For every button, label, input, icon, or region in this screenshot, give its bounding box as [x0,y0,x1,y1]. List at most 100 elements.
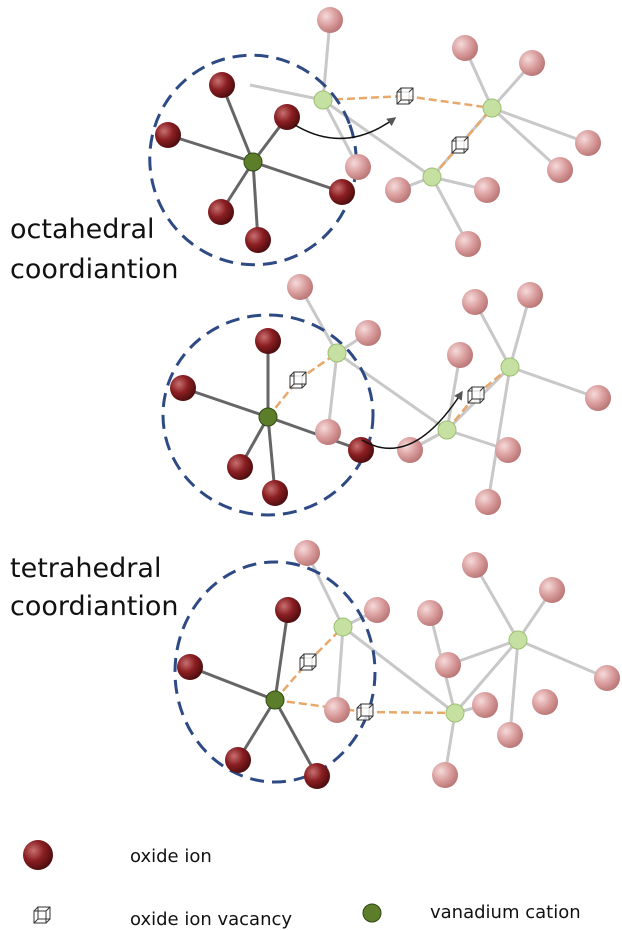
oxide-ion [274,104,300,130]
vanadium-cation [243,152,263,172]
oxide-ion-neighbor [287,274,313,300]
coordination-shell [161,313,375,517]
oxide-ion-neighbor [355,320,381,346]
coordination-shell [173,560,377,784]
vacancy-edge [311,665,317,671]
bond [267,415,362,452]
bond [342,625,456,715]
vacancy-edge [289,371,295,377]
vanadium-neighbor [333,617,353,637]
vacancy-edge [479,386,485,392]
bond [490,106,562,172]
vacancy-edge [356,703,362,709]
label: coordiantion [10,254,179,285]
vacancy-edge [396,87,402,93]
oxide-ion-neighbor [315,419,341,445]
bond [273,609,290,701]
vanadium-neighbor [313,90,333,110]
bond [252,160,343,194]
vacancy-edge [299,653,305,659]
vacancy-edge [467,386,473,392]
vanadium-cation [265,690,285,710]
vanadium-neighbor [482,98,502,118]
bond [453,639,520,714]
legend-oxide-icon [23,840,53,870]
vacancy-edge [463,136,469,142]
legend-vanadium-icon [362,903,382,923]
bond [220,84,255,163]
vacancy [451,136,469,154]
vacancy-edge [356,715,362,721]
vanadium-neighbor [327,343,347,363]
oxide-ion-neighbor [474,177,500,203]
oxide-ion-neighbor [455,231,481,257]
oxide-ion [225,747,251,773]
vanadium-neighbor [508,630,528,650]
bond [189,665,276,702]
coordination-shell [148,53,358,267]
bond [364,710,456,715]
vacancy-edge [301,371,307,377]
legend-vacancy-icon [33,906,51,924]
legend-label: oxide ion vacancy [130,909,292,930]
bond [305,552,345,628]
oxide-ion [227,454,253,480]
oxide-ion-neighbor [417,600,443,626]
oxide-ion-neighbor [497,722,523,748]
vacancy-edge [289,383,295,389]
bond [251,161,260,241]
oxide-ion [348,437,374,463]
label: coordiantion [10,591,179,622]
jump-arrow [294,117,397,140]
vanadium-neighbor [445,703,465,723]
oxide-ion-neighbor [364,597,390,623]
oxide-ion [170,375,196,401]
label: octahedral [10,214,155,245]
oxide-ion-neighbor [472,692,498,718]
bond [182,386,269,419]
oxide-ion-neighbor [539,577,565,603]
bond [273,699,319,777]
oxide-ion [208,199,234,225]
vacancy [467,386,485,404]
oxide-ion [329,179,355,205]
vanadium-neighbor [437,420,457,440]
vanadium-neighbor [422,167,442,187]
bond [249,83,324,102]
vacancy-edge [467,398,473,404]
legend-label: oxide ion [130,846,212,867]
oxide-ion-neighbor [432,762,458,788]
bond [322,98,433,179]
oxide-ion [245,227,271,253]
vacancy-edge [408,99,414,105]
vacancy [396,87,414,105]
vacancy-edge [301,383,307,389]
vacancy-edge [479,398,485,404]
oxide-ion-neighbor [532,689,558,715]
oxide-ion [275,597,301,623]
oxide-ion [262,480,288,506]
bonds [167,19,608,777]
vacancy-edge [408,87,414,93]
vacancy-edge [299,665,305,671]
bond [473,564,520,641]
oxide-ion-neighbor [594,665,620,691]
vacancy [356,703,374,721]
oxide-ion-neighbor [547,157,573,183]
oxide-ion-neighbor [324,697,350,723]
oxide-ion-neighbor [345,154,371,180]
oxide-ion-neighbor [475,489,501,515]
vacancy [299,653,317,671]
bond [509,365,599,400]
bond [517,638,608,680]
bond [491,106,589,145]
vanadium-cation [258,407,278,427]
bond [326,352,339,433]
bond [508,639,520,736]
vacancy-edge [451,136,457,142]
oxide-ion-neighbor [397,437,423,463]
oxide-ion-neighbor [517,282,543,308]
vacancy-edge [396,99,402,105]
vacancy-edge [368,703,374,709]
